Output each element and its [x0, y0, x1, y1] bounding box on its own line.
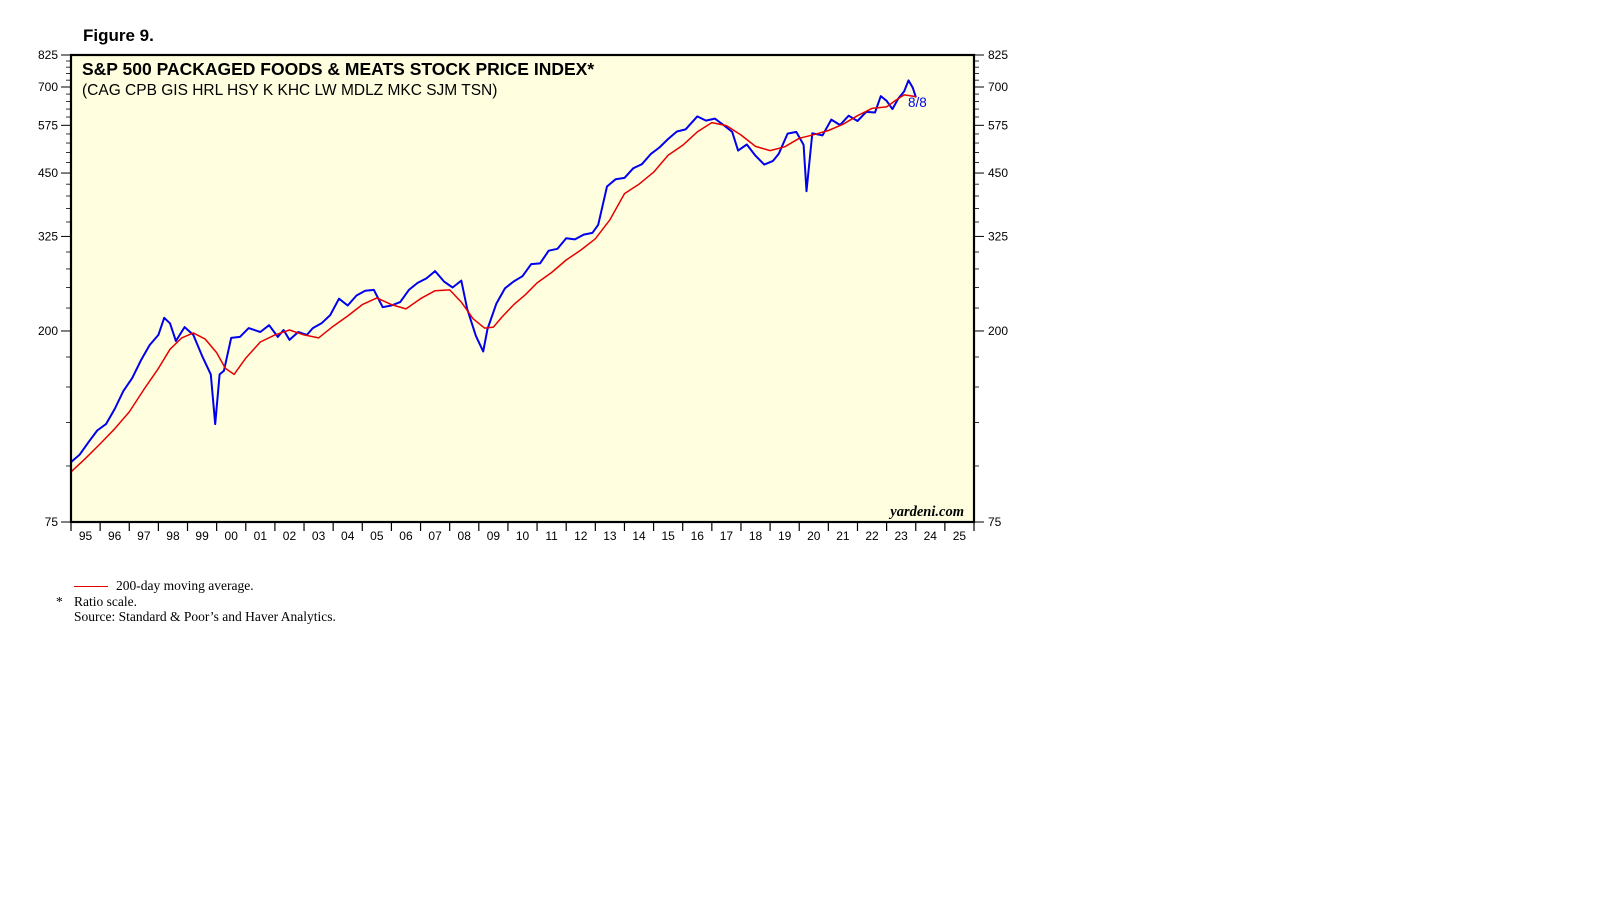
x-tick-label: 98 [166, 529, 180, 543]
x-tick-label: 24 [924, 529, 938, 543]
y-tick-label-left: 200 [38, 324, 58, 338]
x-tick-label: 03 [312, 529, 326, 543]
figure-label: Figure 9. [83, 26, 154, 45]
x-tick-label: 23 [894, 529, 908, 543]
series-layer [70, 79, 917, 473]
price-index-line [70, 79, 917, 464]
x-tick-label: 00 [225, 529, 239, 543]
x-tick-label: 02 [283, 529, 297, 543]
y-tick-label-right: 75 [988, 515, 1002, 529]
x-tick-label: 07 [428, 529, 442, 543]
y-tick-label-left: 575 [38, 118, 58, 132]
x-tick-label: 08 [458, 529, 472, 543]
x-tick-label: 01 [254, 529, 268, 543]
y-tick-label-right: 575 [988, 118, 1008, 132]
x-tick-label: 10 [516, 529, 530, 543]
chart-title: S&P 500 PACKAGED FOODS & MEATS STOCK PRI… [82, 59, 594, 79]
chart-subtitle: (CAG CPB GIS HRL HSY K KHC LW MDLZ MKC S… [82, 82, 497, 99]
x-tick-label: 11 [545, 529, 558, 543]
x-tick-label: 14 [632, 529, 646, 543]
x-tick-label: 04 [341, 529, 355, 543]
y-tick-label-right: 700 [988, 80, 1008, 94]
y-tick-label-left: 450 [38, 166, 58, 180]
x-tick-label: 99 [195, 529, 209, 543]
y-tick-label-left: 75 [45, 515, 59, 529]
x-tick-label: 19 [778, 529, 792, 543]
x-tick-label: 97 [137, 529, 151, 543]
y-tick-label-left: 700 [38, 80, 58, 94]
plot-frame [69, 53, 976, 524]
source-text: Source: Standard & Poor’s and Haver Anal… [74, 609, 336, 624]
y-tick-label-left: 325 [38, 229, 58, 243]
y-tick-label-right: 825 [988, 48, 1008, 62]
x-tick-label: 95 [79, 529, 93, 543]
x-tick-label: 06 [399, 529, 413, 543]
x-tick-label: 96 [108, 529, 122, 543]
asterisk: * [56, 593, 63, 609]
x-tick-label: 17 [720, 529, 734, 543]
x-tick-label: 20 [807, 529, 821, 543]
y-tick-label-right: 325 [988, 229, 1008, 243]
x-tick-label: 15 [661, 529, 675, 543]
moving-average-line [70, 94, 917, 473]
x-tick-label: 21 [836, 529, 850, 543]
x-tick-label: 18 [749, 529, 763, 543]
x-tick-label: 22 [865, 529, 879, 543]
x-tick-label: 12 [574, 529, 588, 543]
x-tick-label: 13 [603, 529, 617, 543]
end-date-label: 8/8 [908, 95, 927, 110]
watermark: yardeni.com [888, 504, 964, 520]
y-tick-label-right: 450 [988, 166, 1008, 180]
x-tick-label: 16 [691, 529, 705, 543]
x-tick-label: 25 [953, 529, 967, 543]
y-tick-label-right: 200 [988, 324, 1008, 338]
legend-swatch-moving-average [74, 586, 108, 587]
x-tick-label: 05 [370, 529, 384, 543]
ratio-scale-text: Ratio scale. [74, 593, 137, 609]
y-tick-label-left: 825 [38, 48, 58, 62]
legend-label: 200-day moving average. [116, 578, 254, 593]
x-tick-label: 09 [487, 529, 501, 543]
